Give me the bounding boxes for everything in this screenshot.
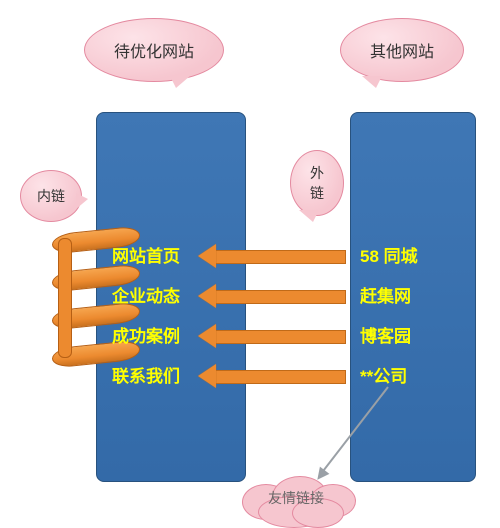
external-link-arrow — [198, 288, 346, 304]
left-item-label: 成功案例 — [112, 322, 180, 347]
left-item-label: 联系我们 — [112, 362, 180, 387]
bubble-internal-label: 内链 — [20, 170, 82, 222]
bubble-pending: 待优化网站 — [84, 18, 222, 80]
friend-link-cloud: 友情链接 — [232, 470, 360, 526]
bubble-pending-label: 待优化网站 — [84, 18, 224, 82]
external-link-arrow — [198, 248, 346, 264]
external-link-arrow — [198, 368, 346, 384]
bubble-external: 外 链 — [290, 150, 342, 214]
right-item-label: 博客园 — [360, 322, 411, 347]
external-link-arrow — [198, 328, 346, 344]
right-item-label: 58 同城 — [360, 242, 418, 267]
left-item-label: 企业动态 — [112, 282, 180, 307]
right-item-label: **公司 — [360, 362, 407, 387]
left-item-label: 网站首页 — [112, 242, 180, 267]
friend-link-cloud-label: 友情链接 — [232, 488, 360, 508]
bubble-other: 其他网站 — [340, 18, 462, 80]
bubble-other-label: 其他网站 — [340, 18, 464, 82]
right-item-label: 赶集网 — [360, 282, 411, 307]
bubble-external-label: 外 链 — [290, 150, 344, 216]
bubble-internal: 内链 — [20, 170, 80, 220]
